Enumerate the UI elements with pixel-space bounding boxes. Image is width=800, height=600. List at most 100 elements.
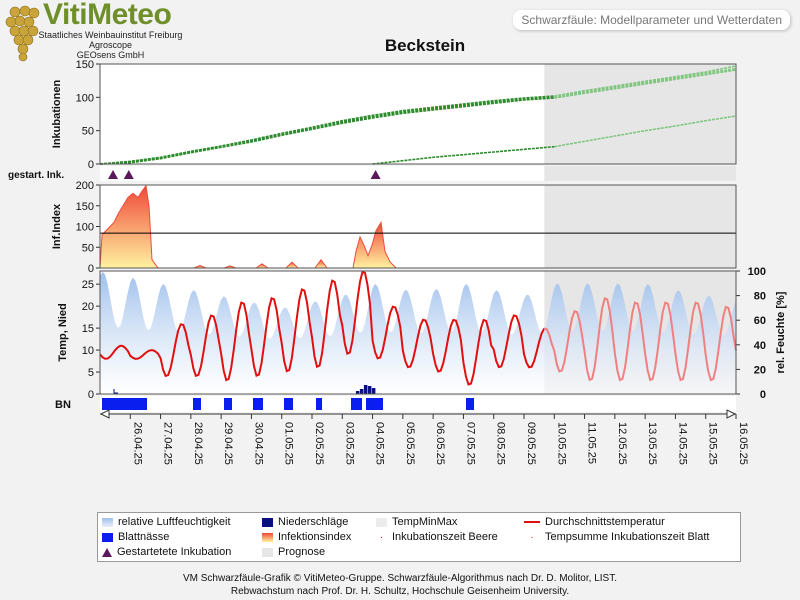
legend-tempminmax-label: TempMinMax — [392, 516, 458, 528]
temp-ytick-label: 0 — [88, 389, 94, 401]
legend-started: Gestartetete Inkubation — [102, 546, 231, 558]
started-incubation-marker — [108, 170, 119, 179]
x-tick-label: 15.05.25 — [707, 422, 719, 465]
temp-ytick-label: 15 — [82, 323, 94, 335]
x-tick-label: 05.05.25 — [404, 422, 416, 465]
inc-ylabel: Inkubationen — [51, 80, 63, 149]
inf-ylabel: Inf.Index — [51, 203, 63, 249]
logo-title: VitiMeteo — [43, 0, 172, 31]
started-ylabel: gestart. Ink. — [8, 170, 64, 181]
legend-started-label: Gestartetete Inkubation — [117, 546, 232, 558]
inf-area-2 — [352, 220, 398, 269]
leaf-wetness-bar — [284, 398, 293, 410]
leaf-wetness-bar — [366, 398, 383, 410]
x-tick-label: 08.05.25 — [495, 422, 507, 465]
hum-ylabel: rel. Feuchte [%] — [775, 291, 787, 373]
legend-relhum-label: relative Luftfeuchtigkeit — [118, 516, 231, 528]
inc-ytick-label: 150 — [76, 59, 94, 71]
hum-ytick-label: 60 — [754, 315, 766, 327]
temp-ytick-label: 25 — [82, 279, 94, 291]
leaf-wetness-bar — [466, 398, 474, 410]
panel-inf-frame — [99, 184, 737, 269]
panel-inc-frame — [99, 63, 737, 165]
incberry-swatch: · — [379, 531, 384, 543]
precip-bar — [367, 386, 372, 394]
x-tick-label: 06.05.25 — [434, 422, 446, 465]
infindex-swatch — [262, 532, 273, 542]
inc-ytick-label: 100 — [76, 92, 94, 104]
leaf-wetness-bar — [224, 398, 232, 410]
legend-avgtemp-label: Durchschnittstemperatur — [545, 516, 665, 528]
panel-th-frame — [99, 270, 737, 395]
x-tick-label: 09.05.25 — [525, 422, 537, 465]
leaf-wetness-bar — [253, 398, 263, 410]
x-tick-label: 04.05.25 — [374, 422, 386, 465]
forecast-shade-st — [544, 166, 736, 181]
x-tick-label: 27.04.25 — [162, 422, 174, 465]
legend-avgtemp: Durchschnittstemperatur — [524, 516, 665, 528]
inf-ytick-label: 0 — [88, 263, 94, 275]
incubation-forecast-line-1 — [554, 67, 737, 99]
x-tick-label: 14.05.25 — [676, 422, 688, 465]
forecast-shade-inc — [544, 64, 736, 164]
logo: VitiMeteo Staatliches Weinbauinstitut Fr… — [3, 0, 183, 62]
legend-tempsum: · Tempsumme Inkubationszeit Blatt — [524, 531, 709, 543]
station-title: Beckstein — [384, 36, 466, 55]
forecast-shade-inf — [544, 185, 736, 268]
started-incubation-marker — [370, 170, 381, 179]
hum-ytick-label: 20 — [754, 364, 766, 376]
precip-bar — [359, 389, 364, 394]
incubation-forecast-line-3 — [554, 115, 737, 148]
precip-bar — [371, 388, 376, 394]
precip-bar — [355, 391, 360, 394]
legend-incberry-label: Inkubationszeit Beere — [392, 531, 498, 543]
logo-line-geosens: GEOsens GmbH — [76, 50, 145, 60]
hum-ytick-label: 100 — [748, 266, 766, 278]
leaf-wetness-bar — [102, 398, 147, 410]
avgtemp-swatch — [524, 521, 540, 524]
leaf-wetness-bar — [193, 398, 201, 410]
relhum-swatch — [102, 517, 113, 527]
x-tick-label: 26.04.25 — [131, 422, 143, 465]
temp-ytick-label: 10 — [82, 345, 94, 357]
hum-ytick-label: 0 — [760, 389, 766, 401]
incubation-line-2 — [99, 97, 555, 165]
leafwet-swatch — [102, 532, 113, 542]
triangle-icon — [102, 547, 112, 557]
x-tick-label: 02.05.25 — [313, 422, 325, 465]
x-tick-label: 30.04.25 — [252, 422, 264, 465]
inf-ytick-label: 50 — [82, 242, 94, 254]
inf-area-1 — [99, 184, 159, 269]
x-tick-label: 11.05.25 — [586, 422, 598, 464]
logo-line-agroscope: Agroscope — [88, 40, 133, 50]
incubation-forecast-line-2 — [554, 69, 737, 99]
scroll-right-icon — [726, 409, 737, 419]
precip-bar — [363, 385, 368, 394]
temp-ylabel: Temp, Nied — [57, 303, 69, 361]
leaf-wetness-bar — [351, 398, 362, 410]
inc-ytick-label: 0 — [88, 159, 94, 171]
legend-incberry: · Inkubationszeit Beere — [376, 531, 498, 543]
forecast-swatch — [262, 547, 273, 557]
legend-leafwet-label: Blattnässe — [118, 531, 170, 543]
inf-ytick-label: 150 — [76, 201, 94, 213]
legend-forecast: Prognose — [262, 546, 325, 558]
legend-forecast-label: Prognose — [278, 546, 326, 558]
avg-temp-line — [99, 270, 546, 386]
temp-ytick-label: 20 — [82, 301, 94, 313]
x-tick-label: 16.05.25 — [737, 422, 749, 465]
legend-precip: Niederschläge — [262, 516, 348, 528]
incubation-forecast-line-0 — [554, 65, 737, 97]
legend: relative Luftfeuchtigkeit Blattnässe Ges… — [97, 512, 741, 562]
leaf-wetness-bar — [316, 398, 322, 410]
legend-leafwet: Blattnässe — [102, 531, 169, 543]
inf-ytick-label: 200 — [76, 180, 94, 192]
inc-ytick-label: 50 — [82, 126, 94, 138]
x-tick-label: 03.05.25 — [343, 422, 355, 465]
x-tick-label: 13.05.25 — [646, 422, 658, 465]
x-tick-label: 10.05.25 — [555, 422, 567, 465]
scroll-left-icon — [99, 409, 110, 419]
tempsum-swatch: · — [530, 531, 534, 543]
x-tick-label: 07.05.25 — [464, 422, 476, 465]
